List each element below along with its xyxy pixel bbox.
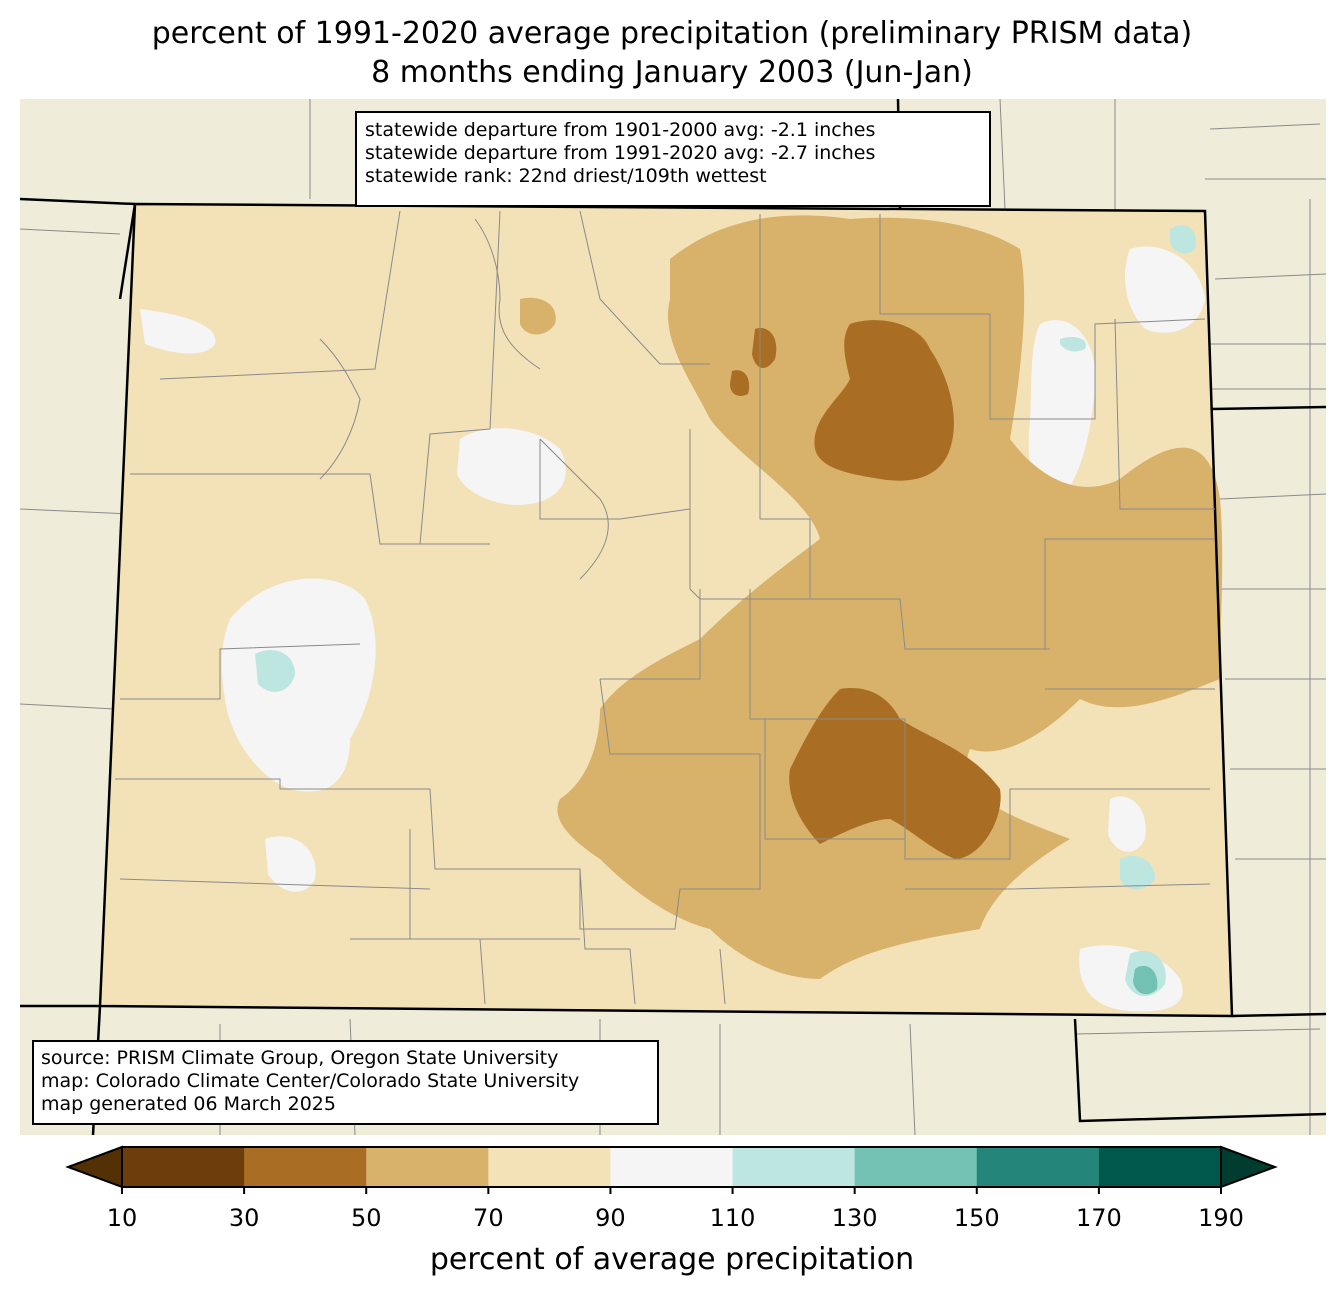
- colorbar-tick-label: 190: [1198, 1204, 1244, 1232]
- colorbar-frame: [121, 1146, 1222, 1188]
- near-normal-areas: [140, 246, 1205, 1012]
- colorbar-swatch: [610, 1147, 734, 1187]
- colorbar-swatch: [732, 1147, 856, 1187]
- colorbar-swatch: [122, 1147, 245, 1187]
- source-line-1: source: PRISM Climate Group, Oregon Stat…: [41, 1047, 559, 1069]
- colorbar-tick-label: 50: [350, 1204, 382, 1232]
- map-title: percent of 1991-2020 average precipitati…: [151, 16, 1193, 51]
- colorbar-over-arrow: [1220, 1145, 1278, 1189]
- colorbar-swatch: [854, 1147, 978, 1187]
- colorbar-swatch: [976, 1147, 1100, 1187]
- colorbar-swatch: [366, 1147, 489, 1187]
- source-line-2: map: Colorado Climate Center/Colorado St…: [41, 1070, 580, 1092]
- much-below-normal-areas: [730, 320, 1001, 859]
- precipitation-map: [20, 99, 1326, 1135]
- colorbar-tick-label: 130: [831, 1204, 878, 1232]
- colorbar-tick-label: 90: [595, 1204, 626, 1232]
- stats-line-3: statewide rank: 22nd driest/109th wettes…: [365, 165, 767, 187]
- much-above-normal-areas: [1133, 965, 1158, 995]
- statewide-stats-box: statewide departure from 1901-2000 avg: …: [355, 111, 991, 207]
- source-line-3: map generated 06 March 2025: [41, 1093, 336, 1115]
- colorbar-swatch: [488, 1147, 611, 1187]
- colorbar-under-arrow: [65, 1145, 123, 1189]
- colorbar-tick-label: 170: [1075, 1204, 1122, 1232]
- source-box: source: PRISM Climate Group, Oregon Stat…: [32, 1040, 659, 1125]
- colorbar-tick-label: 70: [473, 1204, 504, 1232]
- colorbar-swatch: [1098, 1147, 1222, 1187]
- stats-line-1: statewide departure from 1901-2000 avg: …: [365, 119, 876, 141]
- below-normal-areas: [520, 215, 1223, 980]
- colorbar-tick-label: 10: [106, 1204, 138, 1232]
- county-lines: [115, 210, 1215, 1005]
- colorbar-tick-label: 30: [228, 1204, 260, 1232]
- colorbar-tick-label: 110: [709, 1204, 756, 1232]
- colorbar: [65, 1145, 1278, 1194]
- colorbar-swatch: [244, 1147, 367, 1187]
- colorbar-label: percent of average precipitation: [429, 1242, 915, 1277]
- colorbar-tick-label: 150: [953, 1204, 1000, 1232]
- map-subtitle: 8 months ending January 2003 (Jun-Jan): [371, 55, 973, 90]
- stats-line-2: statewide departure from 1991-2020 avg: …: [365, 142, 876, 164]
- river-county-lines: [319, 218, 609, 580]
